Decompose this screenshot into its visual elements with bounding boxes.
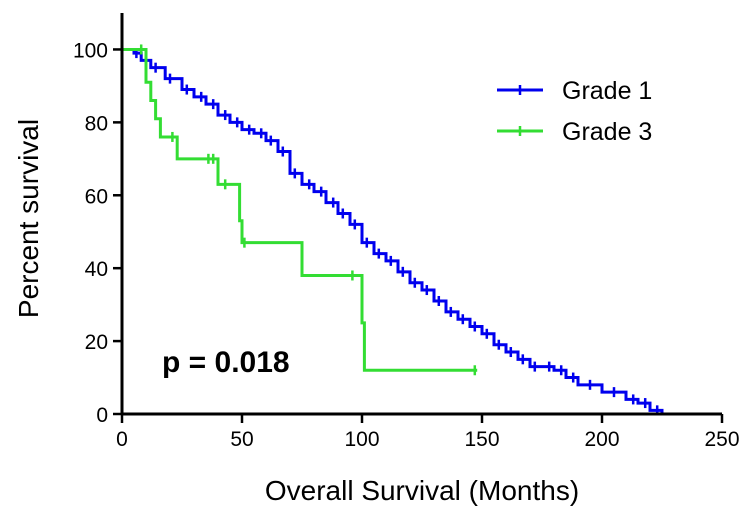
legend: Grade 1 Grade 3 xyxy=(497,77,652,146)
y-tick-label: 100 xyxy=(73,39,108,62)
y-tick-label: 20 xyxy=(85,331,108,354)
series-line-1 xyxy=(122,47,664,414)
p-value-annotation: p = 0.018 xyxy=(162,346,290,379)
x-tick-label: 150 xyxy=(464,428,499,451)
x-tick-label: 250 xyxy=(704,428,739,451)
series-line-2 xyxy=(122,47,478,372)
x-tick-label: 50 xyxy=(230,428,253,451)
plot-area xyxy=(122,44,664,416)
x-tick-label: 100 xyxy=(344,428,379,451)
y-tick-label: 80 xyxy=(85,112,108,135)
y-tick-label: 0 xyxy=(96,404,108,427)
x-tick-label: 0 xyxy=(116,428,128,451)
axes xyxy=(120,13,722,416)
y-tick-label: 60 xyxy=(85,185,108,208)
y-tick-label: 40 xyxy=(85,258,108,281)
legend-label: Grade 3 xyxy=(562,118,652,146)
ticks: 0 50 100 150 200 250 0 20 40 60 80 100 xyxy=(73,39,740,451)
y-axis-title: Percent survival xyxy=(13,119,44,318)
x-axis-title: Overall Survival (Months) xyxy=(265,475,579,506)
x-tick-label: 200 xyxy=(584,428,619,451)
legend-label: Grade 1 xyxy=(562,77,652,105)
